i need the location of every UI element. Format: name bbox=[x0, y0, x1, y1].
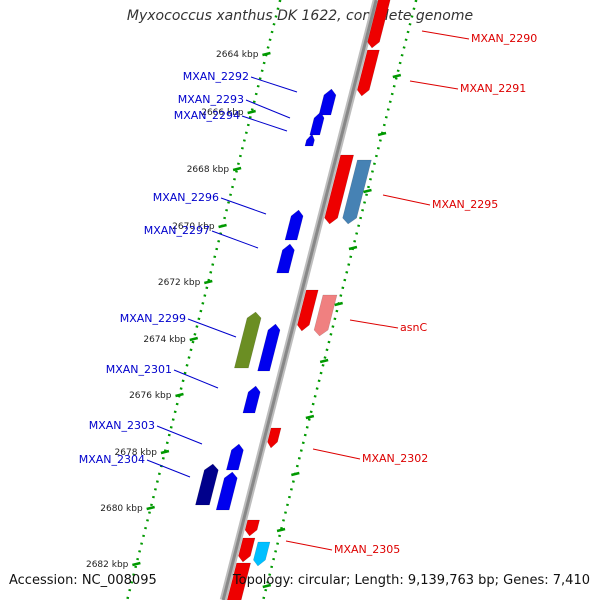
gene-leader-line bbox=[409, 80, 459, 90]
accession-text: Accession: NC_008095 bbox=[9, 573, 157, 588]
genome-summary-text: Topology: circular; Length: 9,139,763 bp… bbox=[232, 573, 590, 588]
tick-mark-right bbox=[291, 471, 300, 477]
gene-label: asnC bbox=[400, 321, 427, 334]
gene-label: MXAN_2291 bbox=[460, 82, 526, 95]
tick-mark-left bbox=[218, 223, 227, 229]
tick-mark-left bbox=[262, 51, 271, 57]
gene-asnc-b bbox=[313, 294, 338, 337]
tick-mark-right bbox=[363, 188, 372, 194]
gene-mxan-2290 bbox=[367, 0, 391, 49]
gene-label: MXAN_2290 bbox=[471, 32, 537, 45]
tick-mark-left bbox=[160, 449, 170, 455]
gene-label: MXAN_2301 bbox=[106, 363, 172, 376]
gene-label: MXAN_2294 bbox=[174, 109, 240, 122]
gene-label: MXAN_2304 bbox=[79, 453, 145, 466]
gene-mxan-2297 bbox=[276, 243, 295, 274]
tick-mark-right bbox=[348, 245, 358, 251]
tick-mark-left bbox=[132, 561, 141, 567]
gene-leader-line bbox=[285, 540, 333, 551]
gene-leader-line bbox=[421, 30, 470, 40]
gene-mxan-2304-a bbox=[195, 463, 219, 506]
tick-mark-right bbox=[276, 527, 286, 533]
tick-label: 2672 kbp bbox=[158, 278, 201, 288]
gene-leader-line bbox=[211, 230, 259, 249]
gene-mxan-2305-a bbox=[244, 519, 260, 537]
tick-label: 2664 kbp bbox=[216, 50, 259, 60]
gene-label: MXAN_2302 bbox=[362, 452, 428, 465]
gene-mxan-2304-b bbox=[215, 471, 238, 511]
gene-mxan-2302 bbox=[267, 427, 282, 449]
gene-leader-line bbox=[187, 318, 237, 338]
gene-mxan-2305-d bbox=[226, 562, 251, 600]
gene-leader-line bbox=[173, 369, 219, 389]
tick-mark-left bbox=[203, 279, 213, 285]
tick-label: 2680 kbp bbox=[100, 504, 143, 514]
tick-track-right bbox=[261, 0, 418, 600]
gene-mxan-2299-a bbox=[234, 311, 262, 369]
tick-mark-right bbox=[319, 358, 329, 364]
gene-leader-line bbox=[146, 459, 191, 478]
gene-asnc bbox=[297, 289, 319, 332]
gene-leader-line bbox=[220, 197, 267, 215]
genome-backbone bbox=[221, 0, 378, 600]
gene-label: MXAN_2292 bbox=[183, 70, 249, 83]
tick-label: 2670 kbp bbox=[172, 222, 215, 232]
gene-leader-line bbox=[156, 425, 203, 445]
gene-label: MXAN_2296 bbox=[153, 191, 219, 204]
gene-mxan-2295-a bbox=[324, 154, 354, 225]
tick-mark-left bbox=[232, 166, 242, 172]
gene-mxan-2293 bbox=[309, 111, 325, 136]
gene-mxan-2305-b bbox=[238, 537, 256, 563]
gene-leader-line bbox=[241, 115, 288, 132]
tick-mark-right bbox=[334, 301, 343, 307]
tick-mark-left bbox=[189, 336, 199, 342]
gene-label: MXAN_2293 bbox=[178, 93, 244, 106]
gene-leader-line bbox=[250, 76, 298, 93]
gene-mxan-2301 bbox=[242, 385, 261, 414]
gene-mxan-2295-b bbox=[342, 159, 372, 225]
tick-label: 2676 kbp bbox=[129, 391, 172, 401]
tick-mark-right bbox=[377, 131, 387, 137]
tick-label: 2682 kbp bbox=[86, 560, 129, 570]
gene-leader-line bbox=[349, 319, 399, 329]
gene-mxan-2296 bbox=[284, 209, 304, 241]
gene-leader-line bbox=[245, 99, 291, 119]
gene-label: MXAN_2305 bbox=[334, 543, 400, 556]
tick-track-left bbox=[125, 0, 282, 600]
tick-label: 2668 kbp bbox=[187, 165, 230, 175]
gene-mxan-2299-b bbox=[257, 323, 281, 372]
gene-label: MXAN_2299 bbox=[120, 312, 186, 325]
tick-mark-right bbox=[305, 414, 315, 420]
tick-mark-left bbox=[146, 505, 155, 511]
tick-label: 2674 kbp bbox=[143, 335, 186, 345]
tick-label: 2678 kbp bbox=[115, 448, 158, 458]
gene-mxan-2294 bbox=[304, 133, 315, 147]
tick-mark-left bbox=[175, 392, 184, 398]
tick-label: 2666 kbp bbox=[201, 108, 244, 118]
gene-leader-line bbox=[382, 194, 431, 206]
tick-mark-right bbox=[262, 583, 272, 589]
gene-mxan-2291 bbox=[356, 49, 380, 97]
gene-mxan-2305-c bbox=[253, 541, 271, 567]
gene-label: MXAN_2295 bbox=[432, 198, 498, 211]
gene-label: MXAN_2297 bbox=[144, 224, 210, 237]
tick-mark-right bbox=[392, 73, 402, 79]
gene-leader-line bbox=[312, 448, 361, 460]
tick-mark-left bbox=[247, 109, 256, 115]
gene-label: MXAN_2303 bbox=[89, 419, 155, 432]
gene-mxan-2292 bbox=[318, 88, 337, 116]
gene-mxan-2303 bbox=[226, 443, 244, 471]
